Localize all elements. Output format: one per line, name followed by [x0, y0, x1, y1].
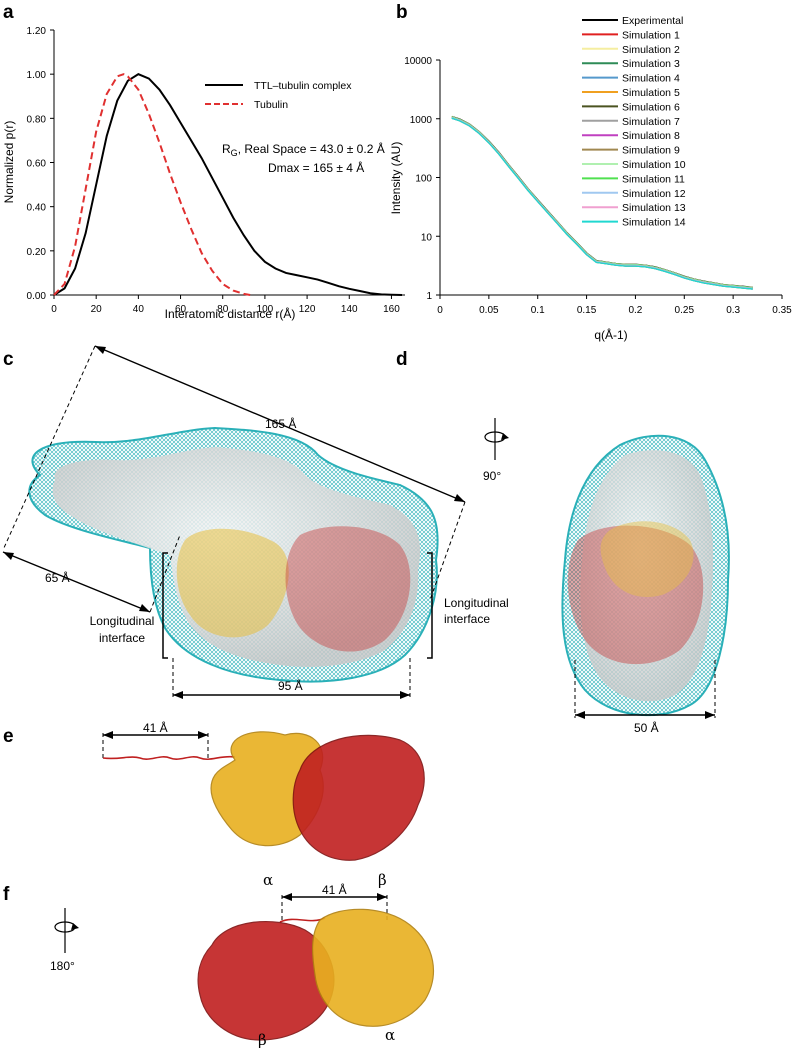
panel-label-d: d: [396, 349, 408, 370]
chart-a-series-tubulin: [53, 73, 251, 296]
chart-a-ytick-label: 0.60: [27, 159, 47, 170]
alpha-ribbon-d: [600, 521, 694, 597]
alpha-label-e: α: [263, 871, 273, 889]
panel-f-structure: 180° 41 Å β α: [50, 882, 434, 1049]
chart-a-xtick-label: 20: [91, 304, 103, 315]
chart-b-legend-entry: Simulation 14: [622, 217, 686, 229]
chart-a-legend-ttl: TTL–tubulin complex: [254, 80, 352, 92]
chart-a: 0 20 40 60 80 100 120 140 160 0.00 0.20 0.40 0.60 0.8…: [2, 26, 405, 321]
chart-a-ytick-label: 0.80: [27, 114, 47, 125]
chart-b-legend-entry: Simulation 7: [622, 116, 680, 128]
chart-b-legend-entry: Simulation 11: [622, 173, 685, 185]
panel-d-envelope: 90° 50 Å: [483, 418, 730, 735]
chart-a-dmax-annotation: Dmax = 165 ± 4 Å: [268, 160, 364, 175]
chart-a-xtick-label: 80: [217, 304, 229, 315]
chart-b-xtick-label: 0: [437, 305, 443, 316]
chart-a-xtick-label: 140: [341, 304, 358, 315]
panel-label-a: a: [3, 2, 14, 23]
chart-b-legend-entry: Simulation 6: [622, 101, 680, 113]
chart-a-rg-annotation: RG, Real Space = 43.0 ± 0.2 Å: [222, 141, 385, 158]
chart-b-legend-entry: Simulation 5: [622, 87, 680, 99]
panel-label-f: f: [3, 884, 10, 905]
chart-b-legend-entry: Simulation 8: [622, 130, 680, 142]
chart-b-xtick-label: 0.3: [726, 305, 740, 316]
left-interface-label-line1: Longitudinal: [90, 614, 155, 628]
chart-a-xtick-label: 160: [383, 304, 400, 315]
chart-b-legend-entry: Simulation 10: [622, 159, 686, 171]
rotation-90-icon: [484, 418, 509, 460]
chart-b-legend-entry: Simulation 4: [622, 73, 680, 85]
chart-b: 0 0.05 0.1 0.15 0.2 0.25 0.3 0.35 1 10 100 1000 1000…: [389, 15, 792, 342]
beta-tubulin-e: [292, 734, 425, 861]
chart-b-ytick-label: 10: [421, 232, 433, 243]
alpha-ribbon-c: [176, 528, 289, 638]
panel-c-envelope: 165 Å 65 Å Longitudinal interface Longit…: [2, 345, 509, 700]
chart-b-xtick-label: 0.35: [772, 305, 792, 316]
dim-95-label: 95 Å: [278, 678, 303, 693]
dim-41-label-e: 41 Å: [143, 720, 168, 735]
chart-a-ytick-label: 1.20: [27, 26, 47, 37]
panel-label-b: b: [396, 2, 408, 23]
chart-b-legend-entry: Simulation 13: [622, 202, 686, 214]
chart-b-legend-entry: Simulation 9: [622, 145, 680, 157]
dim-50-label: 50 Å: [634, 720, 659, 735]
chart-a-series-ttl-tubulin: [53, 73, 403, 296]
right-interface-label-line1: Longitudinal: [444, 596, 509, 610]
chart-a-ytick-label: 1.00: [27, 70, 47, 81]
chart-b-ylabel: Intensity (AU): [389, 142, 403, 215]
chart-a-ytick-label: 0.00: [27, 291, 47, 302]
chart-b-ytick-label: 10000: [404, 56, 432, 67]
dim-165-arrow: [94, 345, 466, 503]
chart-b-legend-entry: Simulation 12: [622, 188, 686, 200]
panel-e-structure: 41 Å α β: [102, 720, 425, 889]
beta-ribbon-c: [285, 526, 411, 652]
beta-label-e: β: [378, 871, 387, 889]
chart-b-legend-entry: Simulation 2: [622, 44, 680, 56]
chart-b-legend-entry: Simulation 1: [622, 29, 680, 41]
rotation-180-label: 180°: [50, 959, 75, 973]
chart-b-xtick-label: 0.15: [577, 305, 597, 316]
right-interface-label-line2: interface: [444, 612, 490, 626]
chart-b-xtick-label: 0.1: [531, 305, 545, 316]
dim-65-label: 65 Å: [45, 570, 70, 585]
left-interface-label-line2: interface: [99, 631, 145, 645]
alpha-label-f: α: [385, 1026, 395, 1044]
chart-a-xtick-label: 0: [51, 304, 57, 315]
right-interface-bracket: [427, 552, 433, 659]
chart-b-ytick-label: 1000: [410, 115, 433, 126]
chart-a-legend-tubulin: Tubulin: [254, 99, 288, 111]
chart-a-xtick-label: 120: [299, 304, 316, 315]
chart-a-ytick-label: 0.40: [27, 203, 47, 214]
chart-b-xtick-label: 0.05: [479, 305, 499, 316]
chart-b-ytick-label: 1: [426, 291, 432, 302]
dim-165-label: 165 Å: [265, 416, 296, 431]
chart-b-xtick-label: 0.2: [628, 305, 642, 316]
left-interface-bracket: [162, 552, 168, 659]
rotation-90-label: 90°: [483, 469, 501, 483]
chart-a-xtick-label: 100: [257, 304, 274, 315]
chart-a-xtick-label: 60: [175, 304, 187, 315]
alpha-tubulin-f: [312, 908, 434, 1027]
beta-ribbon-d: [567, 525, 704, 665]
beta-tubulin-f: [197, 920, 335, 1041]
c-terminal-tail-e: [102, 755, 236, 761]
chart-a-xlabel: Interatomic distance r(Å): [165, 306, 296, 321]
chart-b-series-simulation-14: [451, 117, 753, 290]
rotation-180-icon: [54, 908, 79, 953]
chart-a-ylabel: Normalized p(r): [2, 121, 16, 204]
dim-41-label-f: 41 Å: [322, 882, 347, 897]
panel-label-e: e: [3, 726, 14, 747]
dim-65-arrow: [2, 551, 151, 613]
chart-b-ytick-label: 100: [415, 174, 432, 185]
chart-b-legend-entry: Simulation 3: [622, 58, 680, 70]
chart-a-xtick-label: 40: [133, 304, 145, 315]
beta-label-f: β: [258, 1031, 267, 1049]
chart-b-xtick-label: 0.25: [675, 305, 695, 316]
chart-b-legend-entry: Experimental: [622, 15, 683, 27]
panel-label-c: c: [3, 349, 14, 370]
chart-a-ytick-label: 0.20: [27, 247, 47, 258]
grey-envelope-d: [580, 450, 714, 702]
chart-b-xlabel: q(Å-1): [594, 327, 627, 342]
